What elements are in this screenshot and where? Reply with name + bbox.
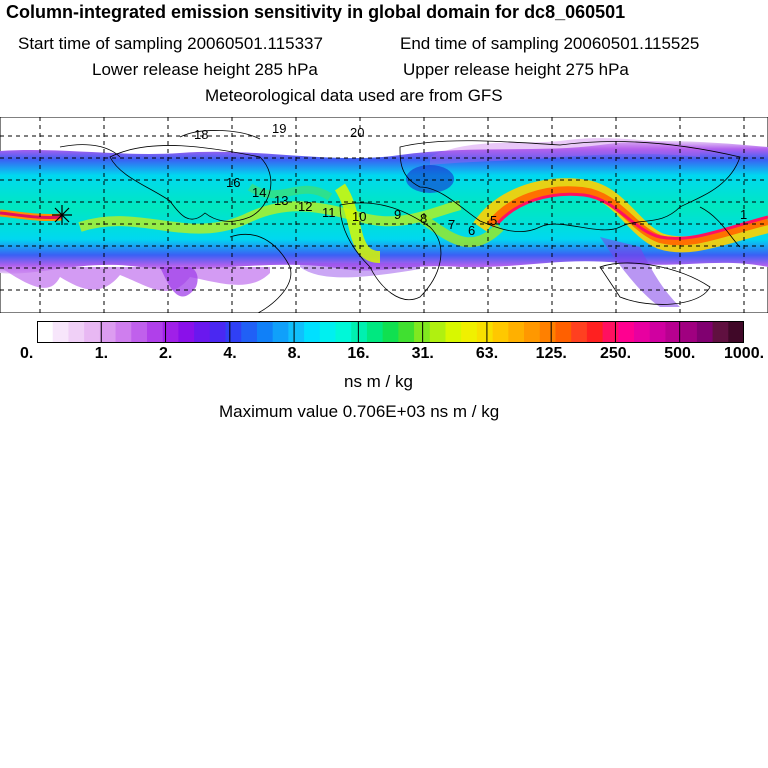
colorbar-tick-label: 250. [599, 345, 632, 362]
colorbar-tick-label: 2. [159, 345, 173, 362]
colorbar-tick-label: 4. [223, 345, 237, 362]
colorbar-swatch [712, 321, 729, 343]
colorbar-swatch [586, 321, 604, 343]
map-svg: 19 20 18 16 14 13 12 11 10 9 8 7 6 5 1 [0, 116, 768, 314]
colorbar-swatch [131, 321, 148, 343]
map-marker-label: 1 [740, 207, 747, 222]
map-marker-label: 12 [298, 199, 312, 214]
map-marker-label: 16 [226, 175, 240, 190]
colorbar-swatch [162, 321, 179, 343]
colorbar-swatch [398, 321, 415, 343]
colorbar-tick-label: 8. [287, 345, 301, 362]
map-marker-label: 13 [274, 193, 288, 208]
colorbar-swatch [461, 321, 478, 343]
colorbar-swatch [382, 321, 399, 343]
map-marker-label: 9 [394, 207, 401, 222]
max-value-label: Maximum value 0.706E+03 ns m / kg [219, 402, 500, 421]
colorbar-swatch [256, 321, 274, 343]
colorbar-swatch [288, 321, 305, 343]
colorbar-swatch [335, 321, 352, 343]
colorbar-swatch [209, 321, 227, 343]
unit-label: ns m / kg [344, 372, 413, 391]
map-marker-label: 10 [352, 209, 366, 224]
map-marker-label: 5 [490, 213, 497, 228]
map-marker-label: 20 [350, 125, 364, 140]
colorbar-swatch [84, 321, 101, 343]
colorbar-swatch [194, 321, 211, 343]
colorbar-swatch [366, 321, 384, 343]
colorbar-border [37, 321, 744, 343]
colorbar-tick-label: 1000. [724, 345, 765, 362]
upper-release-label: Upper release height 275 hPa [403, 60, 629, 79]
map-marker-label: 14 [252, 185, 266, 200]
colorbar-swatch [696, 321, 714, 343]
map-marker-label: 8 [420, 211, 427, 226]
asterisk-icon [52, 205, 72, 225]
colorbar-swatch [225, 321, 242, 343]
colorbar-swatch [571, 321, 588, 343]
colorbar-swatch [445, 321, 462, 343]
map-marker-label: 18 [194, 127, 208, 142]
colorbar-tick-label: 125. [535, 345, 567, 362]
colorbar-swatch [476, 321, 494, 343]
colorbar-tick-label: 0. [20, 345, 34, 362]
colorbar-tick-label: 500. [664, 345, 696, 362]
colorbar-swatch [508, 321, 525, 343]
colorbar-swatch [634, 321, 651, 343]
colorbar-swatch [618, 321, 635, 343]
colorbar-swatch [146, 321, 164, 343]
colorbar-swatch [429, 321, 447, 343]
colorbar-swatch [665, 321, 682, 343]
colorbar-tick-label: 63. [475, 345, 499, 362]
colorbar-swatch [539, 321, 557, 343]
start-time-label: Start time of sampling 20060501.115337 [18, 34, 323, 53]
sensitivity-band [0, 141, 768, 274]
colorbar-swatch [115, 321, 132, 343]
colorbar-swatch [524, 321, 541, 343]
colorbar-swatch [178, 321, 195, 343]
colorbar-tick-label: 1. [94, 345, 109, 362]
colorbar-tick-label: 31. [411, 345, 434, 362]
colorbar-labels: 0. 1. 2. 4. 8. 16. 31. 63. 125. 250. 500. 1000. [0, 345, 768, 365]
lat-lon-grid [0, 117, 768, 313]
colorbar-swatch [555, 321, 572, 343]
colorbar-swatch [492, 321, 509, 343]
colorbar-tick-label: 16. [347, 345, 370, 362]
map-marker-label: 6 [468, 223, 475, 238]
colorbar-swatch [304, 321, 321, 343]
map-marker-label: 19 [272, 121, 286, 136]
colorbar-swatch [649, 321, 667, 343]
colorbar-swatch [272, 321, 289, 343]
met-data-label: Meteorological data used are from GFS [205, 86, 503, 105]
end-time-label: End time of sampling 20060501.115525 [400, 34, 700, 53]
map-marker-label: 11 [322, 205, 336, 220]
colorbar [37, 321, 744, 343]
colorbar-swatch [99, 321, 117, 343]
colorbar-swatch [681, 321, 698, 343]
colorbar-swatch [241, 321, 258, 343]
colorbar-swatch [68, 321, 85, 343]
lower-release-label: Lower release height 285 hPa [92, 60, 318, 79]
colorbar-swatch [52, 321, 70, 343]
colorbar-swatch [351, 321, 368, 343]
colorbar-swatch [319, 321, 337, 343]
colorbar-swatch [602, 321, 619, 343]
sensitivity-map: 19 20 18 16 14 13 12 11 10 9 8 7 6 5 1 [0, 116, 768, 314]
map-title: Column-integrated emission sensitivity i… [6, 2, 626, 22]
colorbar-swatch [37, 321, 54, 343]
colorbar-swatch [728, 321, 744, 343]
map-marker-label: 7 [448, 217, 455, 232]
